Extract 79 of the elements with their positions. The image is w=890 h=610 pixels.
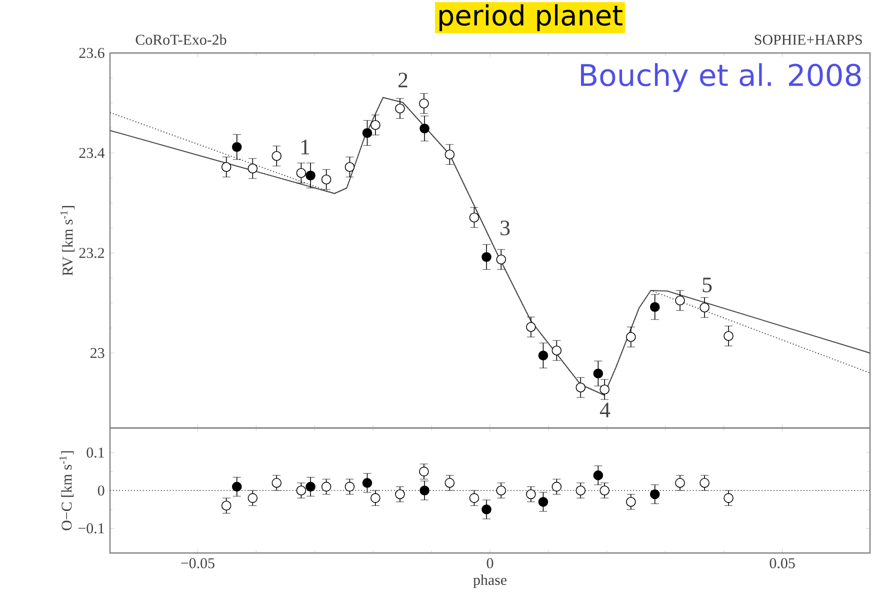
point bbox=[600, 486, 610, 496]
point bbox=[700, 478, 710, 488]
line-series bbox=[110, 96, 871, 396]
y-tick-label: 0.1 bbox=[86, 448, 104, 458]
point bbox=[538, 350, 548, 360]
point bbox=[232, 142, 242, 152]
point bbox=[496, 486, 506, 496]
point bbox=[552, 482, 562, 492]
annotation: 3 bbox=[500, 220, 510, 236]
point bbox=[675, 478, 685, 488]
x-tick-label: −0.05 bbox=[181, 558, 214, 568]
point bbox=[306, 170, 316, 180]
point bbox=[469, 493, 480, 503]
point bbox=[321, 174, 332, 184]
point bbox=[626, 496, 636, 507]
y-tick-label: 23.4 bbox=[79, 148, 105, 158]
point bbox=[576, 486, 586, 496]
y-tick-label: 23 bbox=[90, 348, 104, 358]
point bbox=[344, 162, 355, 172]
point bbox=[650, 302, 660, 312]
point bbox=[724, 493, 734, 503]
chart-title: period planet bbox=[440, 4, 622, 32]
point bbox=[395, 489, 405, 500]
point bbox=[526, 489, 536, 500]
annotation: Bouchy et al. 2008 bbox=[581, 63, 861, 92]
annotation: 5 bbox=[702, 278, 712, 292]
point bbox=[593, 368, 604, 378]
point bbox=[419, 466, 429, 476]
point bbox=[724, 331, 734, 341]
point bbox=[272, 478, 282, 488]
point bbox=[420, 486, 430, 496]
point bbox=[395, 104, 405, 114]
point bbox=[344, 482, 355, 492]
point bbox=[420, 124, 430, 134]
point bbox=[296, 168, 306, 178]
point bbox=[221, 500, 232, 511]
point bbox=[496, 254, 506, 264]
annotation: 4 bbox=[600, 402, 610, 418]
point bbox=[650, 489, 660, 500]
annotation: 2 bbox=[398, 72, 408, 88]
point bbox=[600, 384, 610, 394]
point bbox=[576, 382, 586, 392]
point bbox=[538, 496, 548, 507]
point bbox=[626, 332, 636, 342]
point bbox=[482, 504, 492, 514]
point bbox=[444, 150, 455, 160]
point bbox=[248, 164, 258, 174]
point bbox=[272, 151, 282, 161]
point bbox=[700, 302, 710, 312]
point bbox=[248, 493, 258, 503]
point bbox=[362, 128, 372, 138]
annotation: 1 bbox=[301, 140, 310, 154]
point bbox=[593, 470, 604, 480]
point bbox=[419, 98, 429, 108]
point bbox=[482, 252, 492, 262]
x-tick-label: 0.05 bbox=[770, 558, 795, 568]
point bbox=[469, 212, 480, 222]
point bbox=[362, 478, 372, 488]
y-tick-label: −0.1 bbox=[78, 523, 104, 534]
point bbox=[306, 482, 316, 492]
y-axis-title: RV [km s$^{-1}$] bbox=[60, 206, 75, 276]
point bbox=[321, 482, 332, 492]
y-tick-label: 23.2 bbox=[79, 248, 104, 258]
point bbox=[296, 486, 306, 496]
point bbox=[444, 478, 455, 488]
point bbox=[221, 162, 232, 172]
point bbox=[675, 296, 685, 306]
point bbox=[370, 493, 380, 503]
x-tick-label: 0 bbox=[486, 558, 494, 568]
y-tick-label: 0 bbox=[98, 485, 104, 496]
text: SOPHIE+HARPS bbox=[754, 34, 862, 45]
point bbox=[552, 346, 562, 356]
point bbox=[232, 482, 242, 492]
y-tick-label: 23.6 bbox=[79, 48, 104, 58]
y-axis-title: O−C [km s$^{-1}$] bbox=[59, 451, 74, 530]
text: CoRoT-Exo-2b bbox=[136, 34, 226, 45]
point bbox=[370, 120, 380, 130]
point bbox=[526, 322, 536, 332]
x-axis-title: phase bbox=[473, 574, 506, 588]
